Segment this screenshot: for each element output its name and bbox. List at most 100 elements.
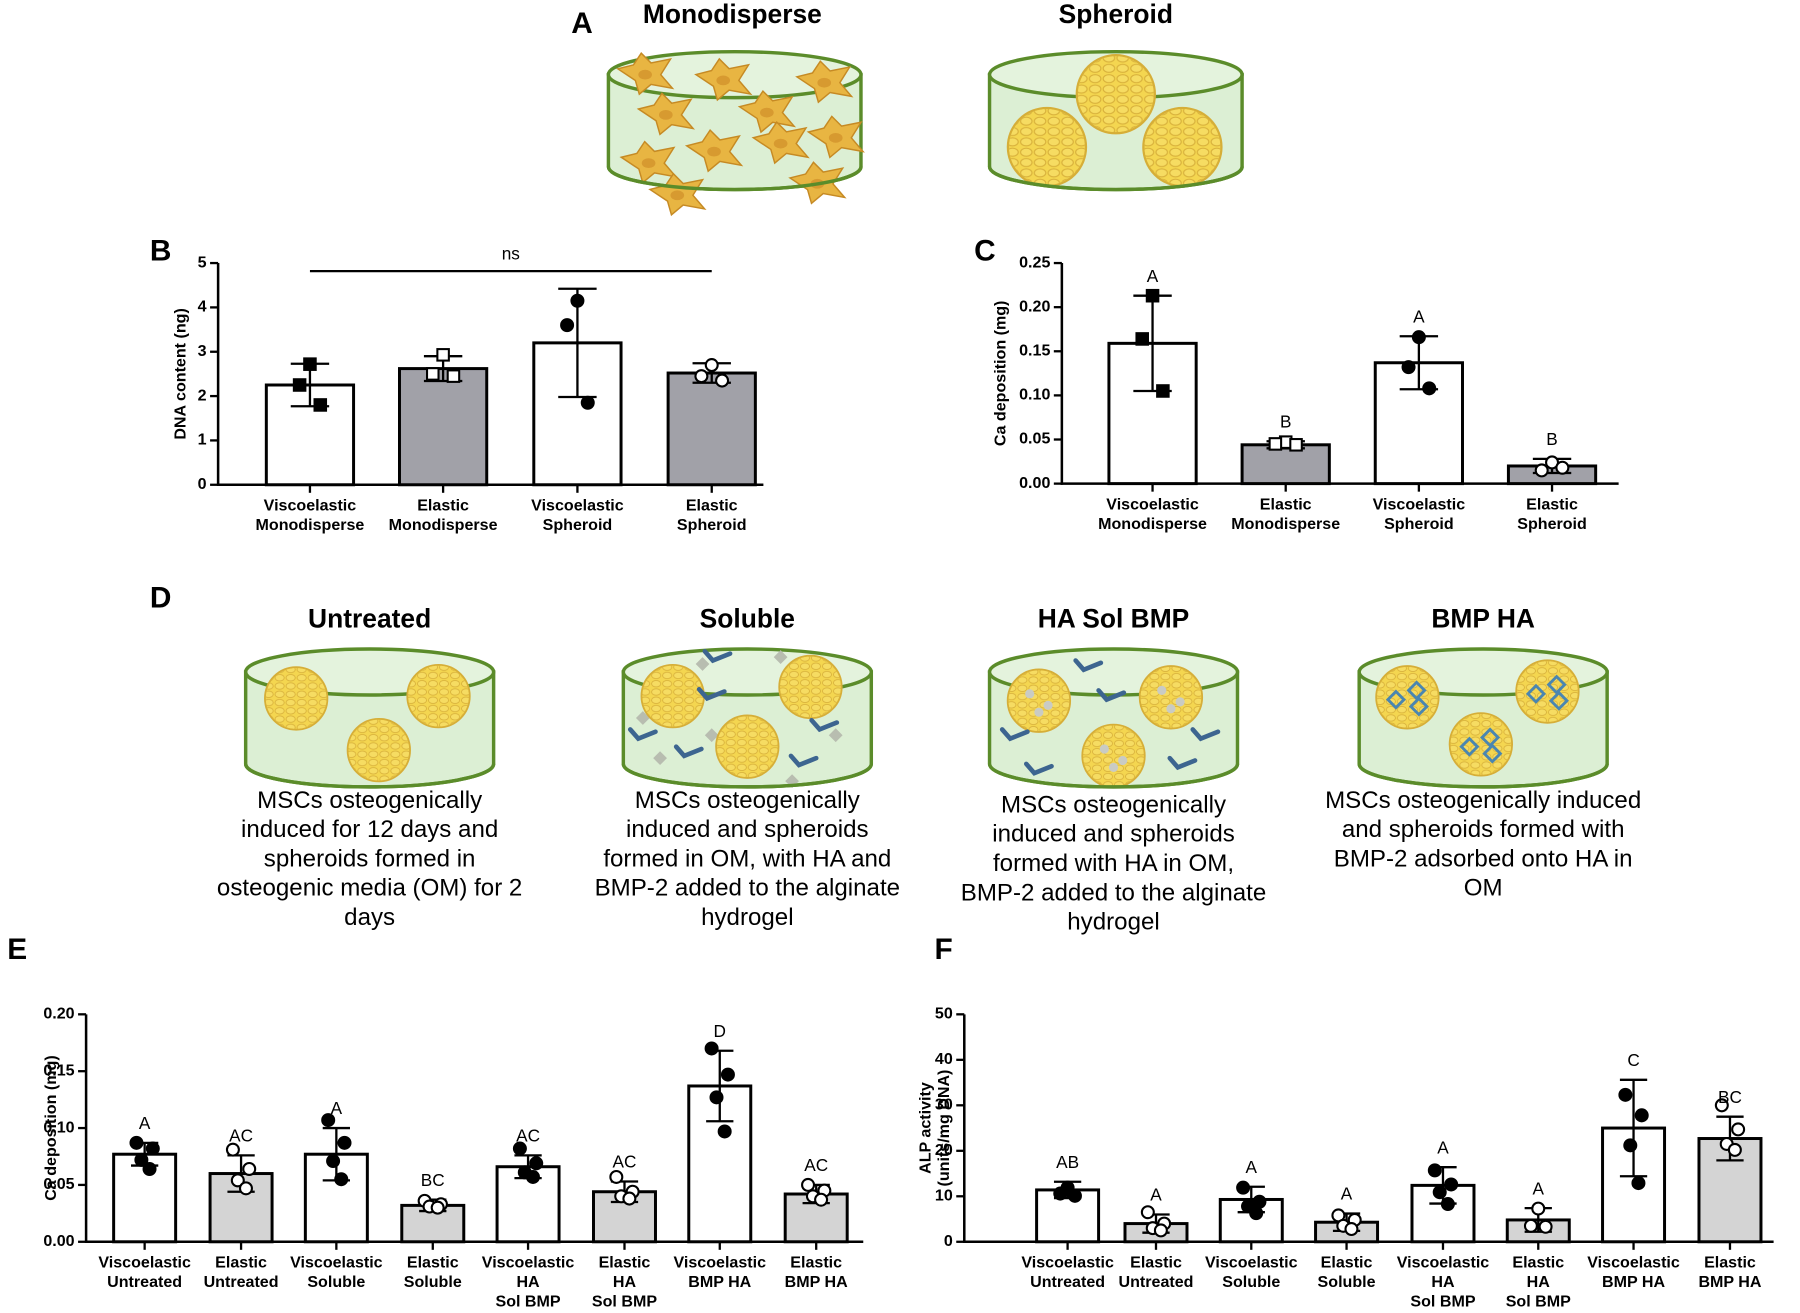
ha-particle xyxy=(1099,744,1109,754)
text-line: Elastic xyxy=(1526,496,1578,514)
text-line: BMP-2 adsorbed onto HA in xyxy=(1334,846,1633,873)
data-point xyxy=(1727,1142,1742,1157)
y-tick-label: 3 xyxy=(198,342,207,360)
ha-particle xyxy=(1043,700,1053,710)
y-tick-label: 0.05 xyxy=(1019,430,1050,448)
x-tick-label: Elastic Untreated xyxy=(204,1254,279,1292)
data-point xyxy=(709,1090,724,1105)
text-line: Untreated xyxy=(1030,1273,1105,1291)
data-point xyxy=(694,369,709,384)
text-line: Viscoelastic xyxy=(290,1254,383,1272)
text-line: Spheroid xyxy=(1517,515,1587,533)
text-line: Viscoelastic xyxy=(1021,1254,1114,1272)
significance-letter: A xyxy=(331,1098,343,1118)
y-axis-label: ALP activity(units/mg DNA) xyxy=(917,1070,953,1187)
spheroid xyxy=(1142,106,1223,188)
y-tick-label: 0.00 xyxy=(43,1232,74,1250)
text-line: Elastic xyxy=(599,1254,651,1272)
y-tick-label: 30 xyxy=(935,1096,953,1114)
text-line: induced and spheroids xyxy=(992,821,1235,848)
x-tick-label: Elastic Untreated xyxy=(1119,1254,1194,1292)
diagram-title: BMP HA xyxy=(1431,603,1535,633)
bar xyxy=(1240,443,1331,486)
x-tick-label: Elastic Spheroid xyxy=(1517,496,1587,534)
data-point xyxy=(1631,1176,1646,1191)
x-tick-label: Viscoelastic Soluble xyxy=(290,1254,383,1292)
text-line: Sol BMP xyxy=(1410,1293,1475,1311)
data-point xyxy=(134,1152,149,1167)
spheroid xyxy=(1375,665,1440,730)
data-point xyxy=(1249,1206,1264,1221)
data-point xyxy=(1432,1185,1447,1200)
data-point xyxy=(436,348,450,362)
x-tick-label: Elastic HA Sol BMP xyxy=(592,1254,657,1311)
text-line: Viscoelastic xyxy=(531,497,624,515)
text-line: Viscoelastic xyxy=(1397,1254,1490,1272)
diagram-title: Soluble xyxy=(700,603,795,633)
text-line: and spheroids formed with xyxy=(1342,816,1625,843)
text-line: MSCs osteogenically xyxy=(257,787,482,814)
text-line: Elastic xyxy=(1704,1254,1756,1272)
data-point xyxy=(1731,1122,1746,1137)
spheroid xyxy=(264,666,329,731)
data-point xyxy=(1140,1205,1155,1220)
y-tick-label: 0.05 xyxy=(43,1175,74,1193)
significance-letter: AC xyxy=(229,1126,253,1146)
text-line: Viscoelastic xyxy=(1106,496,1199,514)
text-line: Monodisperse xyxy=(1098,515,1207,533)
y-tick-label: 0.10 xyxy=(43,1118,74,1136)
significance-letter: A xyxy=(1246,1157,1258,1177)
panel-label: E xyxy=(7,933,27,966)
data-point xyxy=(1534,463,1549,478)
text-line: Spheroid xyxy=(677,516,747,534)
text-line: Viscoelastic xyxy=(673,1254,766,1272)
data-point xyxy=(720,1067,735,1082)
x-tick-label: Elastic HA Sol BMP xyxy=(1506,1254,1571,1311)
significance-letter: A xyxy=(1413,306,1425,326)
text-line: Untreated xyxy=(107,1273,182,1291)
text-line: Viscoelastic xyxy=(98,1254,191,1272)
text-line: Elastic xyxy=(686,497,738,515)
spheroid xyxy=(1075,53,1156,135)
text-line: induced for 12 days and xyxy=(241,816,498,843)
text-line: MSCs osteogenically xyxy=(1001,792,1226,819)
data-point xyxy=(704,358,719,373)
text-line: BMP-2 added to the alginate xyxy=(595,875,900,902)
y-tick-label: 0.10 xyxy=(1019,386,1050,404)
error-bar xyxy=(1619,1078,1648,1178)
text-line: BMP HA xyxy=(1698,1273,1761,1291)
text-line: HA xyxy=(1431,1273,1455,1291)
data-point xyxy=(430,1200,445,1215)
text-line: Viscoelastic xyxy=(264,497,357,515)
x-tick-label: Elastic BMP HA xyxy=(785,1254,848,1292)
text-line: Elastic xyxy=(1321,1254,1373,1272)
dish-front xyxy=(606,166,863,192)
y-tick-label: 0.25 xyxy=(1019,253,1050,271)
text-line: MSCs osteogenically xyxy=(635,787,860,814)
caption: MSCs osteogenically induced for 12 days a… xyxy=(217,787,522,931)
significance-letter: D xyxy=(714,1021,726,1041)
spheroid xyxy=(346,717,411,783)
text-line: Elastic xyxy=(417,497,469,515)
text-line: Soluble xyxy=(1222,1273,1280,1291)
data-point xyxy=(303,357,317,371)
y-axis-label: Ca deposition (mg) xyxy=(991,301,1009,447)
x-tick-label: Viscoelastic Monodisperse xyxy=(256,497,365,535)
data-point xyxy=(230,1173,245,1188)
text-line: Monodisperse xyxy=(256,516,365,534)
significance-letter: BC xyxy=(421,1170,445,1190)
significance-letter: C xyxy=(1627,1050,1639,1070)
data-point xyxy=(313,398,328,412)
data-point xyxy=(334,1172,349,1187)
data-point xyxy=(1268,437,1283,451)
x-tick-label: Elastic Monodisperse xyxy=(1231,496,1340,534)
x-tick-label: Viscoelastic BMP HA xyxy=(673,1254,766,1292)
text-line: Elastic xyxy=(1512,1254,1564,1272)
significance-letter: AC xyxy=(613,1152,637,1172)
significance-letter: B xyxy=(1280,411,1291,431)
text-line: Untreated xyxy=(1119,1273,1194,1291)
data-point xyxy=(321,1113,336,1128)
data-point xyxy=(717,1124,732,1139)
ha-particle xyxy=(1175,697,1185,707)
significance-letter: A xyxy=(1437,1137,1449,1157)
